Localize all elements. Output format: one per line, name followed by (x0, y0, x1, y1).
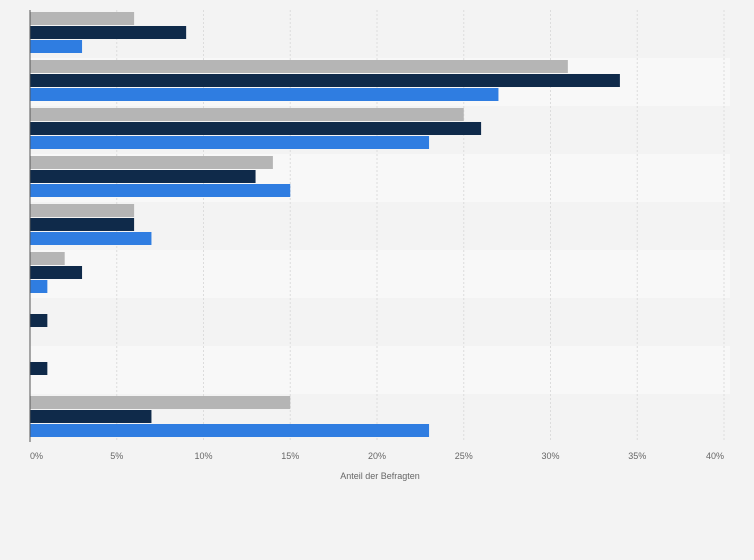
row-band (30, 298, 730, 346)
bar (30, 396, 291, 409)
bar (30, 156, 273, 169)
bar (30, 26, 187, 39)
bar (30, 88, 499, 101)
x-tick-label: 20% (368, 451, 386, 461)
bar (30, 170, 256, 183)
bar (30, 410, 152, 423)
bar (30, 218, 135, 231)
x-tick-label: 40% (706, 451, 724, 461)
x-tick-labels: 0% 5% 10% 15% 20% 25% 30% 35% 40% (30, 451, 724, 461)
bar (30, 266, 83, 279)
x-tick-label: 5% (110, 451, 123, 461)
row-band (30, 250, 730, 298)
bar (30, 424, 430, 437)
bar (30, 74, 620, 87)
bar (30, 204, 135, 217)
x-tick-label: 15% (281, 451, 299, 461)
bar (30, 136, 430, 149)
x-tick-label: 25% (455, 451, 473, 461)
bar (30, 40, 83, 53)
x-axis-title: Anteil der Befragten (340, 471, 420, 481)
x-tick-label: 0% (30, 451, 43, 461)
bar (30, 108, 464, 121)
bar (30, 314, 48, 327)
x-tick-label: 30% (541, 451, 559, 461)
x-tick-label: 35% (628, 451, 646, 461)
bar (30, 12, 135, 25)
bar (30, 362, 48, 375)
bar (30, 122, 482, 135)
x-tick-label: 10% (194, 451, 212, 461)
bar (30, 232, 152, 245)
row-band (30, 346, 730, 394)
bar (30, 280, 48, 293)
bars (30, 12, 620, 437)
bar (30, 60, 568, 73)
bar (30, 184, 291, 197)
bar (30, 252, 65, 265)
